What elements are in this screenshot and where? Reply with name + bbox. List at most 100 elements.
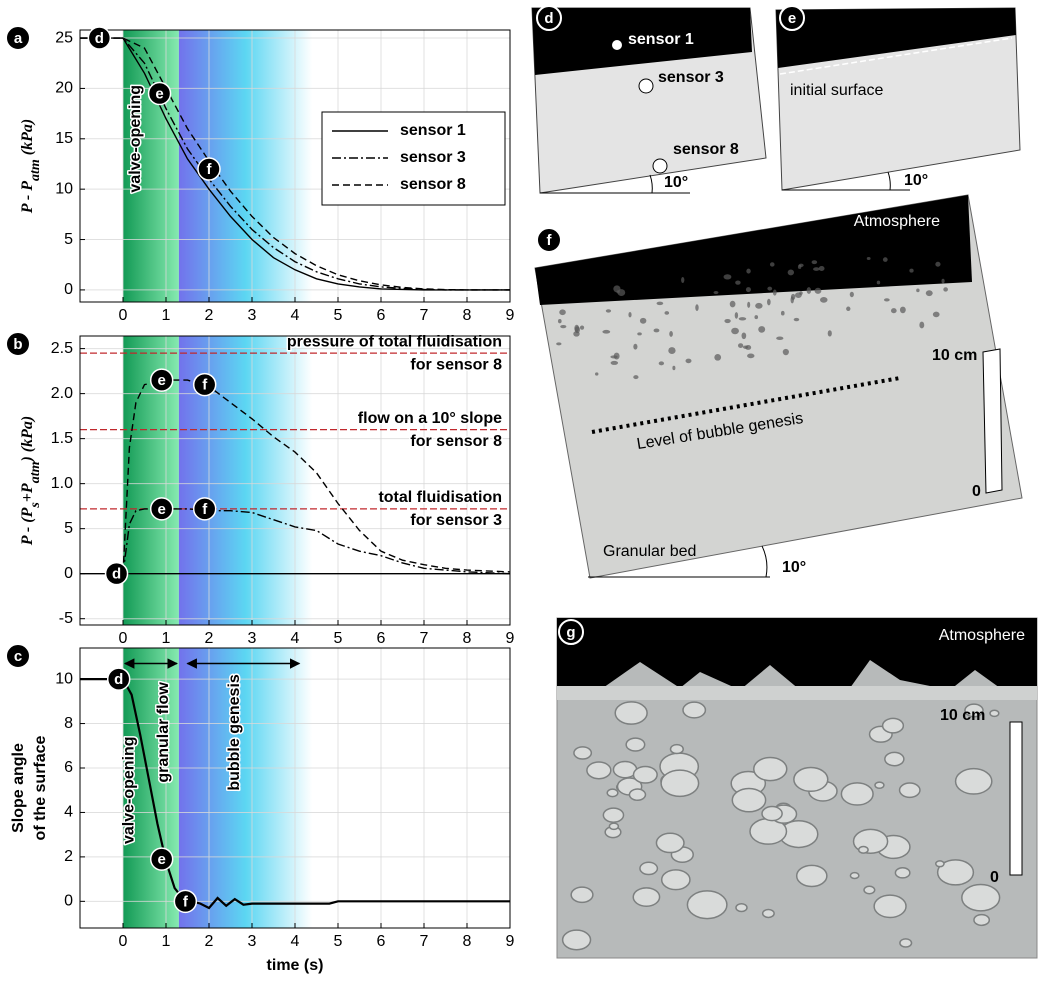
panel-letter: f [547,232,553,249]
x-tick-label: 8 [463,307,472,324]
bubble [793,766,829,793]
bubble [973,913,991,927]
annotation: valve-opening [121,736,138,844]
legend-label: sensor 1 [400,122,466,139]
bubble [681,277,685,283]
event-label: f [183,893,189,910]
panel-letter: d [544,10,553,27]
y-axis-label-part: Slope angle [10,743,27,833]
panel-letter: g [566,624,575,641]
reference-label: flow on a 10° slope [358,410,502,427]
bubble [787,269,795,276]
angle-arc [761,545,768,578]
bubble [767,286,773,291]
annotation: granular flow [155,682,172,783]
x-tick-label: 3 [248,933,257,950]
series-line [80,37,510,291]
reference-label: pressure of total fluidisation [287,333,502,350]
bubble [608,822,620,831]
panel-letter: a [14,30,23,47]
x-tick-label: 3 [248,630,257,647]
event-marker [197,157,221,181]
bubble [658,361,665,366]
bubble [672,365,676,371]
bubble [560,324,567,329]
bubble [935,261,941,267]
bubble [780,310,785,316]
scale-bar [1009,721,1023,876]
bubble [614,701,648,725]
panel-letter: c [14,648,22,665]
bubble [628,311,632,318]
panel-letter-bg [558,619,584,645]
bubble [806,287,812,294]
surface-label: initial surface [790,82,883,99]
bubble [753,756,788,782]
event-marker [173,889,198,914]
bubble [660,769,700,798]
bubble [883,298,890,302]
bubble [559,309,566,316]
bubble [916,288,920,293]
event-label: d [114,671,123,688]
bubble [632,887,661,908]
x-tick-label: 4 [291,630,300,647]
bubble [570,886,594,904]
y-axis-label: Slope angle [10,743,27,833]
bubble [735,903,748,913]
event-label: f [207,161,213,178]
bubble [723,274,732,280]
bubble [714,353,722,361]
bubble [755,302,763,309]
bubble [758,326,766,333]
bubble [639,861,659,876]
atmosphere [532,8,752,75]
y-axis-label: P - Patm (kPa) [19,119,43,215]
bubble [729,300,736,308]
bubble [737,343,744,348]
bubble [734,312,739,319]
bubble [605,309,612,313]
x-tick-label: 1 [162,933,171,950]
bubble [746,268,751,274]
event-marker [192,372,217,397]
bubble [754,315,759,320]
bubble [795,864,828,888]
y-tick-label: 4 [64,804,73,821]
sensor-dot [612,40,622,50]
bubble [574,324,580,332]
sensor-label: sensor 3 [658,69,724,86]
series-line [122,508,511,575]
sensor-label: sensor 8 [673,141,739,158]
bubble [713,290,719,295]
bubble [866,257,871,261]
bubble [669,330,673,337]
bubble [761,805,783,822]
y-tick-label: 2 [64,848,73,865]
bubble [695,304,699,311]
scale-top: 10 cm [940,707,985,724]
bubble [811,260,818,265]
bubble [820,297,828,303]
event-label: f [202,501,208,518]
bubble [772,289,777,296]
bubble [613,285,621,293]
bubble [884,751,905,767]
bubble [747,301,751,308]
y-axis-label-part: atm [28,159,43,181]
y-tick-label: 25 [55,29,73,46]
bubble [790,296,794,304]
bubble [669,743,684,755]
bubble [909,268,914,273]
bubble [964,703,984,718]
scale-bottom: 0 [990,869,999,886]
bubble [846,306,851,311]
x-tick-label: 1 [162,307,171,324]
bubble [731,327,739,335]
y-axis-label-part: (kPa) [19,119,36,159]
atmosphere [535,195,972,305]
bubble [602,807,625,823]
event-label: e [158,501,166,518]
y-tick-label: 0 [64,565,73,582]
bubble [881,717,905,734]
